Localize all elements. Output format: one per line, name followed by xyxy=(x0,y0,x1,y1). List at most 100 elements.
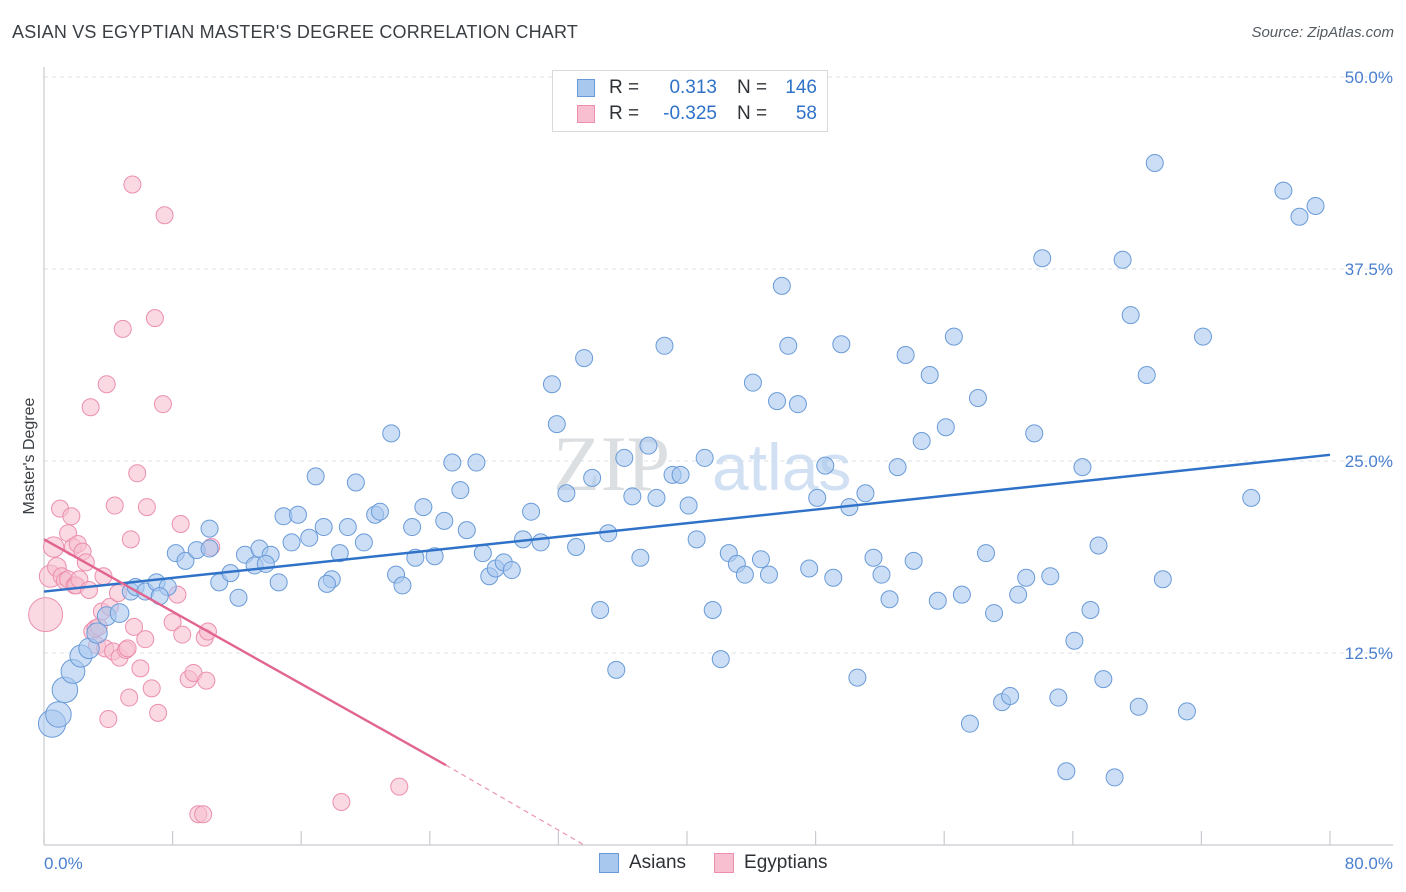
x-tick-label: 80.0% xyxy=(1345,854,1393,873)
legend-n-value: 58 xyxy=(795,103,817,124)
asians-point xyxy=(816,456,835,475)
asians-point xyxy=(751,550,770,569)
legend-row-egyptians: R = -0.325 N = 58 xyxy=(577,101,817,127)
egyptians-point xyxy=(197,671,216,690)
egyptians-point xyxy=(149,703,168,722)
asians-point xyxy=(912,432,931,451)
asians-point xyxy=(435,511,454,530)
egyptians-point xyxy=(136,630,155,649)
asians-point xyxy=(808,488,827,507)
asians-point xyxy=(655,336,674,355)
legend-n-label: N = xyxy=(737,77,768,98)
asians-point xyxy=(735,565,754,584)
asians-point xyxy=(393,576,412,595)
egyptians-point xyxy=(171,514,190,533)
asians-point xyxy=(300,528,319,547)
asians-points xyxy=(37,154,1325,787)
asians-point xyxy=(703,600,722,619)
asians-point xyxy=(451,481,470,500)
egyptians-point xyxy=(123,175,142,194)
asians-point xyxy=(1137,365,1156,384)
asians-point xyxy=(743,373,762,392)
egyptians-point xyxy=(28,597,64,633)
asians-point xyxy=(1089,536,1108,555)
asians-point xyxy=(779,336,798,355)
asians-point xyxy=(176,551,195,570)
asians-point xyxy=(968,389,987,408)
asians-point xyxy=(679,496,698,515)
egyptians-point xyxy=(163,613,182,632)
asians-point xyxy=(952,585,971,604)
egyptians-point xyxy=(173,625,192,644)
egyptians-point xyxy=(332,792,351,811)
egyptians-point xyxy=(80,581,99,600)
asians-point xyxy=(414,498,433,517)
egyptians-point xyxy=(155,206,174,225)
egyptians-point xyxy=(121,530,140,549)
legend-n-label: N = xyxy=(737,103,768,124)
egyptians-points xyxy=(28,175,409,824)
asians-point xyxy=(443,453,462,472)
asians-point xyxy=(502,561,521,580)
asians-point xyxy=(1242,488,1261,507)
chart-title: ASIAN VS EGYPTIAN MASTER'S DEGREE CORREL… xyxy=(12,22,579,42)
asians-point xyxy=(985,604,1004,623)
asians-point xyxy=(86,622,108,644)
asians-point xyxy=(864,548,883,567)
asians-point xyxy=(896,346,915,365)
asians-point xyxy=(1041,567,1060,586)
egyptians-point xyxy=(81,398,100,417)
legend-r-value: -0.325 xyxy=(663,103,717,124)
egyptians-trend-extension xyxy=(445,764,585,846)
legend-item-egyptians[interactable]: Egyptians xyxy=(714,852,827,874)
asians-trend-line xyxy=(43,453,1331,593)
legend-r-value: 0.313 xyxy=(669,77,717,98)
asians-point xyxy=(904,551,923,570)
egyptians-point xyxy=(62,507,81,526)
asians-point xyxy=(888,458,907,477)
asians-point xyxy=(1094,670,1113,689)
asians-point xyxy=(1065,631,1084,650)
asians-point xyxy=(848,668,867,687)
egyptians-point xyxy=(194,805,213,824)
egyptians-point xyxy=(145,309,164,328)
asians-point xyxy=(1081,600,1100,619)
asians-point xyxy=(346,473,365,492)
asians-point xyxy=(1057,762,1076,781)
asians-point xyxy=(1306,197,1325,216)
egyptians-point xyxy=(99,710,118,729)
asians-point xyxy=(711,650,730,669)
asians-point xyxy=(200,539,219,558)
asians-point xyxy=(1017,568,1036,587)
asians-point xyxy=(425,547,444,566)
asians-point xyxy=(354,533,373,552)
asians-point xyxy=(282,533,301,552)
asians-point xyxy=(338,518,357,537)
legend-n-value: 146 xyxy=(785,77,817,98)
asians-point xyxy=(1113,250,1132,269)
asians-point xyxy=(473,544,492,563)
legend-r-label: R = xyxy=(609,77,640,98)
asians-point xyxy=(695,448,714,467)
egyptians-point xyxy=(131,659,150,678)
asians-point xyxy=(960,714,979,733)
egyptians-legend-swatch xyxy=(714,853,735,873)
egyptians-legend-label: Egyptians xyxy=(744,852,828,873)
asians-point xyxy=(1177,702,1196,721)
asians-point xyxy=(920,365,939,384)
asians-point xyxy=(1073,458,1092,477)
asians-point xyxy=(788,395,807,414)
legend-item-asians[interactable]: Asians xyxy=(599,852,686,874)
asians-point xyxy=(288,505,307,524)
asians-point xyxy=(330,544,349,563)
asians-point xyxy=(583,468,602,487)
tick-labels: 12.5% 25.0% 37.5% 50.0% 0.0% 80.0% xyxy=(44,68,1393,873)
egyptians-swatch xyxy=(577,105,595,123)
chart-source: Source: ZipAtlas.com xyxy=(1251,24,1394,41)
egyptians-trend-line xyxy=(43,538,447,767)
asians-point xyxy=(631,548,650,567)
egyptians-point xyxy=(97,375,116,394)
asians-point xyxy=(1009,585,1028,604)
asians-point xyxy=(1145,154,1164,173)
